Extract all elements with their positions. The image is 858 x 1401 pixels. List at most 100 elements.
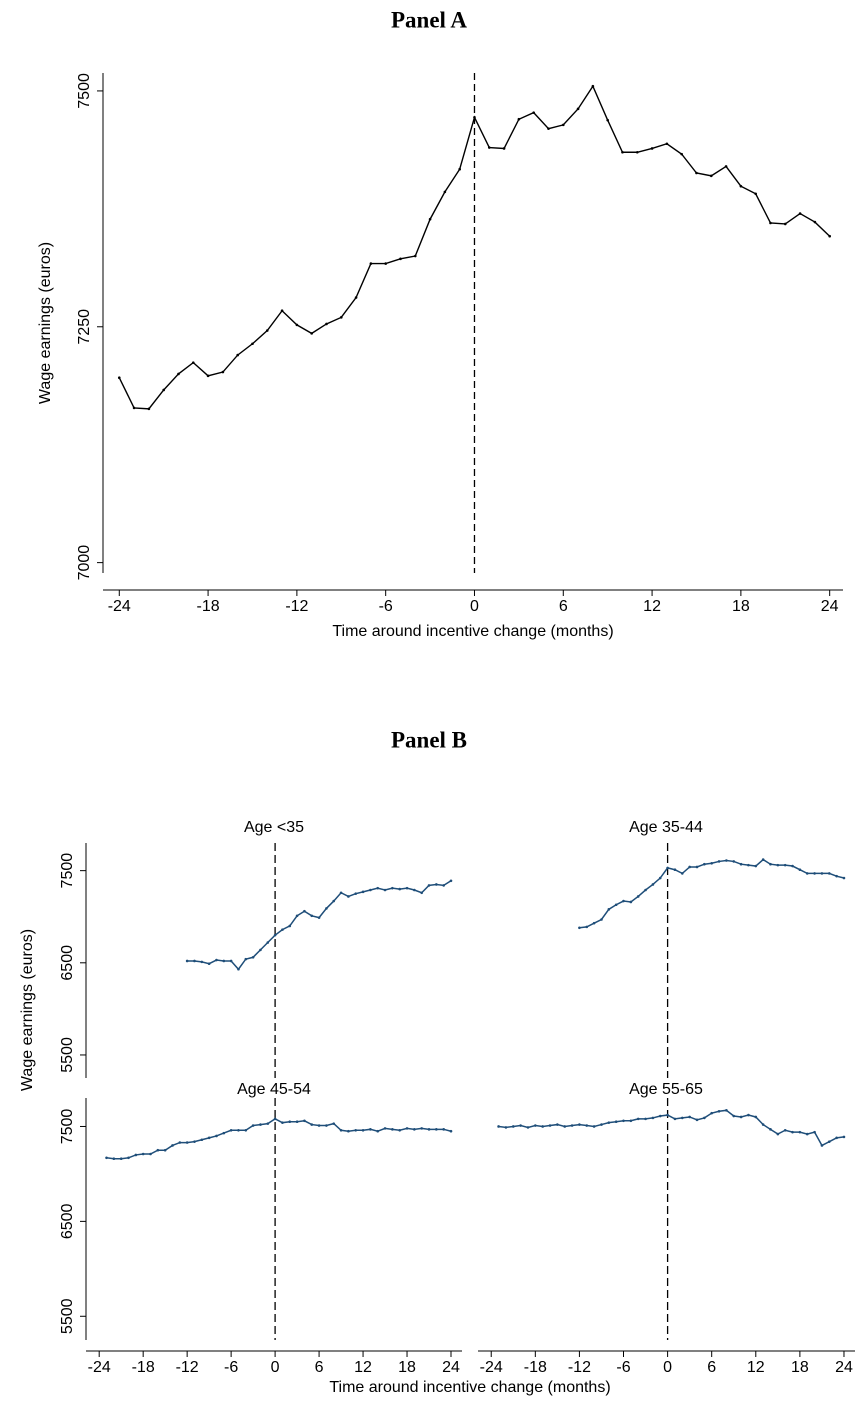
- data-point: [732, 1114, 736, 1118]
- data-point: [442, 1128, 445, 1131]
- data-point: [636, 1117, 640, 1121]
- data-point: [791, 864, 794, 868]
- data-point: [427, 1128, 431, 1131]
- data-point: [725, 1109, 728, 1112]
- x-tick-label: -24: [88, 1359, 111, 1376]
- data-point: [310, 332, 313, 335]
- data-point: [332, 899, 336, 903]
- data-point: [835, 1136, 838, 1140]
- data-point: [310, 914, 314, 918]
- data-point: [681, 1116, 684, 1120]
- data-point: [820, 872, 824, 875]
- data-point: [805, 872, 809, 875]
- x-axis-title: Time around incentive change (months): [332, 623, 613, 640]
- data-point: [221, 370, 225, 374]
- data-point: [119, 1157, 123, 1161]
- x-tick-label: 24: [821, 598, 839, 615]
- x-tick-label: 24: [835, 1359, 853, 1376]
- y-tick-label: 6500: [59, 945, 76, 981]
- data-point: [548, 1124, 552, 1127]
- data-point: [391, 886, 394, 890]
- data-point: [532, 111, 535, 114]
- data-point: [798, 1130, 802, 1134]
- data-point: [688, 1115, 691, 1119]
- data-point: [383, 1127, 387, 1130]
- x-tick-label: 6: [559, 598, 568, 615]
- y-tick-label: 5500: [59, 1037, 76, 1073]
- data-point: [600, 1123, 603, 1126]
- data-point: [413, 1128, 416, 1131]
- data-point: [405, 886, 409, 890]
- data-point: [339, 891, 343, 895]
- x-tick-label: -6: [224, 1359, 238, 1376]
- data-point: [651, 883, 655, 886]
- data-point: [606, 118, 609, 122]
- data-point: [413, 888, 416, 892]
- x-tick-label: -24: [108, 598, 131, 615]
- data-point: [384, 262, 387, 265]
- data-point: [695, 1118, 699, 1122]
- data-point: [519, 1124, 522, 1127]
- x-axis-title: Time around incentive change (months): [329, 1379, 610, 1396]
- data-point: [635, 150, 639, 154]
- data-point: [502, 147, 506, 150]
- data-point: [244, 957, 248, 961]
- data-point: [281, 928, 284, 931]
- data-point: [222, 1131, 226, 1135]
- data-point: [754, 864, 758, 868]
- data-point: [578, 926, 581, 930]
- data-point: [666, 866, 669, 870]
- subplot-title: Age 35-44: [629, 819, 703, 836]
- data-point: [229, 959, 233, 963]
- data-point: [754, 1115, 758, 1119]
- data-point: [820, 1144, 824, 1147]
- x-tick-label: -18: [197, 598, 220, 615]
- data-point: [585, 925, 589, 929]
- data-point: [354, 296, 358, 299]
- data-point: [317, 916, 321, 919]
- data-point: [295, 1120, 299, 1124]
- data-point: [629, 900, 633, 904]
- data-point: [112, 1157, 116, 1161]
- data-point: [724, 165, 728, 168]
- x-tick-label: -12: [285, 598, 308, 615]
- data-point: [517, 117, 521, 121]
- data-point: [717, 1109, 721, 1113]
- data-point: [621, 150, 624, 154]
- x-tick-label: 18: [791, 1359, 809, 1376]
- y-tick-label: 7000: [76, 545, 93, 581]
- data-point: [259, 948, 262, 952]
- data-point: [442, 884, 445, 887]
- data-point: [369, 1128, 372, 1131]
- data-point: [798, 868, 802, 872]
- data-point: [200, 960, 204, 964]
- data-point: [614, 1120, 618, 1124]
- data-point: [695, 171, 698, 175]
- data-point: [497, 1125, 500, 1128]
- data-point: [405, 1127, 409, 1130]
- data-point: [303, 1119, 306, 1123]
- data-point: [280, 309, 284, 313]
- data-point: [658, 1114, 662, 1118]
- data-point: [376, 886, 380, 890]
- data-point: [193, 959, 196, 963]
- data-point: [420, 1127, 423, 1130]
- data-point: [369, 888, 372, 892]
- x-tick-label: 18: [732, 598, 750, 615]
- x-tick-label: 6: [315, 1359, 324, 1376]
- data-point: [191, 361, 195, 364]
- data-point: [511, 1125, 515, 1128]
- data-point: [666, 1113, 669, 1117]
- data-point: [149, 1152, 152, 1156]
- data-point: [399, 257, 402, 261]
- data-point: [185, 959, 189, 963]
- x-tick-label: -12: [568, 1359, 591, 1376]
- data-point: [427, 884, 431, 887]
- data-point: [361, 890, 365, 894]
- data-point: [673, 868, 677, 872]
- x-tick-label: 0: [271, 1359, 280, 1376]
- data-point: [761, 1123, 765, 1126]
- data-point: [266, 941, 270, 944]
- data-point: [206, 374, 210, 378]
